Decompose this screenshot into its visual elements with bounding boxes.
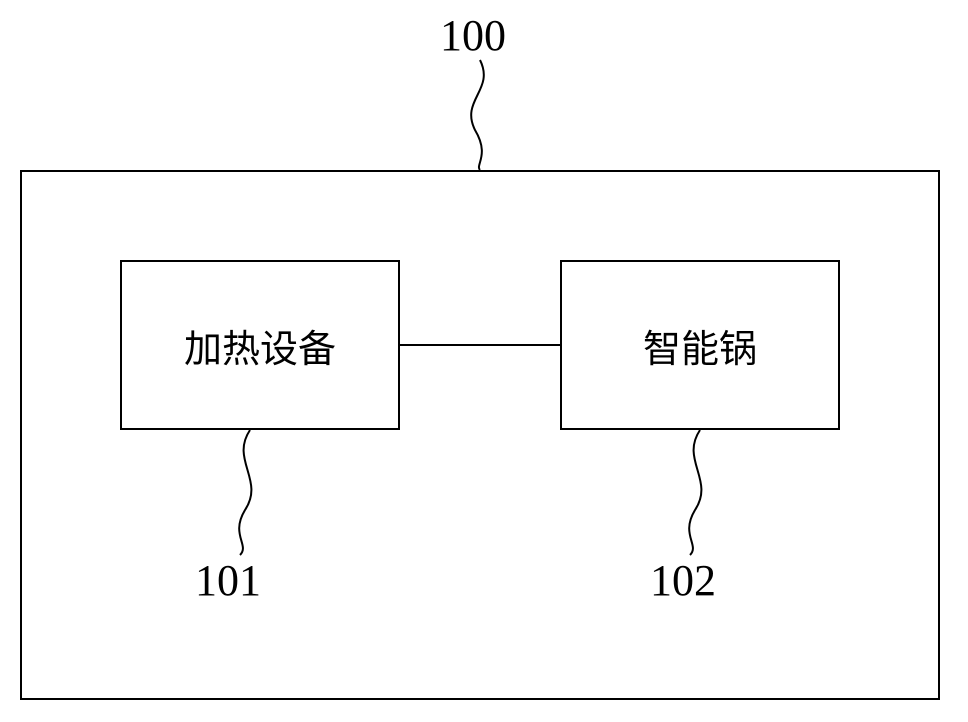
leader-line-102 <box>0 0 968 722</box>
reference-label-101: 101 <box>195 555 261 606</box>
reference-label-100: 100 <box>440 10 506 61</box>
diagram-canvas: { "diagram": { "type": "flowchart", "can… <box>0 0 968 722</box>
reference-label-102: 102 <box>650 555 716 606</box>
